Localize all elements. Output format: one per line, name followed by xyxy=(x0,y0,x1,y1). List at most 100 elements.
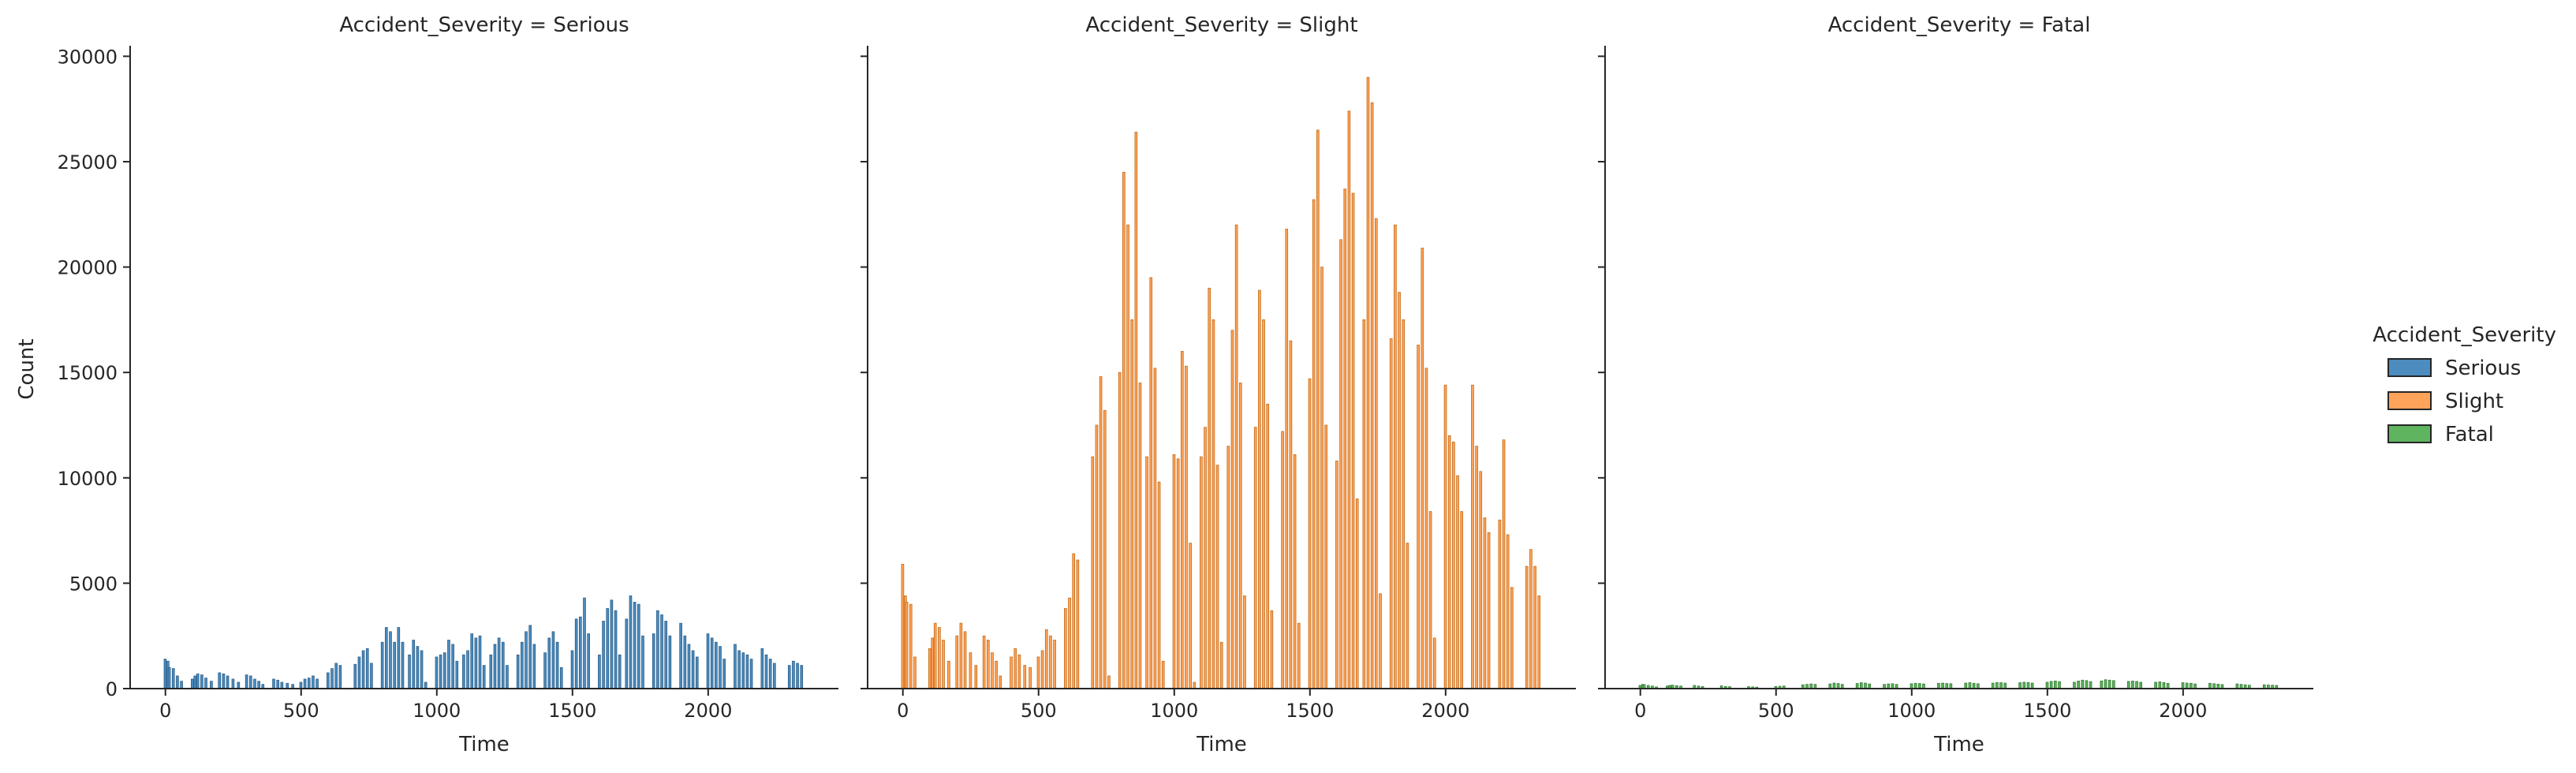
histogram-bar xyxy=(722,659,726,689)
x-axis-label: Time xyxy=(1933,733,1984,756)
histogram-bar xyxy=(1355,499,1359,689)
panel-serious: Accident_Severity = Serious Count Time 0… xyxy=(15,13,838,756)
y-tick-label: 0 xyxy=(106,678,118,700)
histogram-bar xyxy=(741,652,745,689)
histogram-bar xyxy=(687,644,691,689)
histogram-bar xyxy=(938,627,941,689)
histogram-bar xyxy=(1452,441,1455,689)
y-tick-label: 5000 xyxy=(69,573,118,595)
histogram-bar xyxy=(1937,682,1940,689)
histogram-bar xyxy=(2026,682,2030,689)
histogram-bar xyxy=(1394,224,1397,689)
histogram-bar xyxy=(1991,682,1995,689)
histogram-bar xyxy=(2085,680,2089,689)
histogram-bar xyxy=(796,663,799,689)
histogram-bar xyxy=(1374,218,1378,689)
x-tick-label: 2000 xyxy=(684,700,732,722)
histogram-bar xyxy=(493,644,497,689)
histogram-bar xyxy=(1266,403,1270,689)
histogram-bar xyxy=(913,656,917,689)
histogram-bar xyxy=(719,646,722,689)
histogram-bar xyxy=(489,654,493,689)
y-tick-label: 15000 xyxy=(58,362,118,384)
tick-labels: 0 500 1000 1500 2000 xyxy=(1598,55,2207,722)
histogram-bar xyxy=(1107,675,1111,689)
histogram-bar xyxy=(1428,511,1432,689)
x-axis-label: Time xyxy=(1196,733,1247,756)
plot-area: 0 500 1000 1500 2000050001000015000200002500… xyxy=(58,46,838,722)
histogram-bar xyxy=(2003,682,2007,689)
histogram-bar xyxy=(196,673,200,689)
histogram-bar xyxy=(901,563,905,689)
legend-swatch-fatal xyxy=(2387,424,2432,443)
histogram-bar xyxy=(1972,682,1976,689)
histogram-bar xyxy=(521,641,524,689)
histogram-bar xyxy=(501,641,505,689)
histogram-bar xyxy=(1308,378,1312,689)
histogram-bar xyxy=(1238,383,1242,689)
histogram-bar xyxy=(986,640,990,689)
histogram-bar xyxy=(1964,682,1968,689)
histogram-bar xyxy=(768,659,772,689)
histogram-bar xyxy=(928,648,931,689)
histogram-bar xyxy=(982,635,986,689)
histogram-bar xyxy=(2049,681,2053,689)
histogram-bar xyxy=(167,667,171,689)
histogram-bar xyxy=(1262,319,1265,689)
histogram-bar xyxy=(1189,543,1192,689)
histogram-bar xyxy=(570,650,574,689)
histogram-bar xyxy=(1506,534,1510,689)
histogram-bar xyxy=(955,635,959,689)
histogram-bar xyxy=(163,659,167,689)
histogram-bar xyxy=(1176,458,1180,689)
histogram-bar xyxy=(1204,427,1207,689)
histogram-bar xyxy=(2131,680,2134,689)
histogram-bar xyxy=(451,644,454,689)
legend-entry-fatal: Fatal xyxy=(2387,423,2494,446)
histogram-bar xyxy=(587,633,590,689)
histogram-bar xyxy=(2111,680,2115,689)
y-tick-label: 20000 xyxy=(58,257,118,279)
histogram-bar xyxy=(931,637,935,689)
x-tick-label: 1500 xyxy=(2023,700,2071,722)
histogram-bar xyxy=(1219,641,1223,689)
histogram-bar xyxy=(401,641,405,689)
histogram-bar xyxy=(691,650,695,689)
histogram-bar xyxy=(1023,665,1027,689)
histogram-bar xyxy=(633,602,637,689)
histogram-bar xyxy=(969,652,973,689)
histogram-bar xyxy=(1324,424,1327,689)
plot-area: 0 500 1000 1500 2000 xyxy=(1598,46,2313,722)
histogram-bar xyxy=(1432,637,1436,689)
histogram-bar xyxy=(1335,461,1338,689)
histogram-bar xyxy=(1347,110,1351,689)
histogram-bar xyxy=(442,652,446,689)
histogram-bar xyxy=(629,596,633,689)
panel-fatal: Accident_Severity = Fatal Time 0 500 1000 1… xyxy=(1598,13,2313,756)
legend-entry-serious: Serious xyxy=(2387,357,2521,380)
histogram-bar xyxy=(1049,635,1052,689)
histogram-bar xyxy=(737,650,741,689)
histogram-bar xyxy=(245,674,248,689)
histogram-bar xyxy=(1864,682,1867,689)
y-tick-label: 10000 xyxy=(58,468,118,490)
histogram-bar xyxy=(226,675,230,689)
histogram-bar xyxy=(1281,431,1284,689)
histogram-bar xyxy=(995,660,998,689)
histogram-bar xyxy=(334,663,338,689)
histogram-bar xyxy=(574,618,578,689)
histogram-bar xyxy=(280,682,284,689)
histogram-bar xyxy=(651,633,655,689)
histogram-bar xyxy=(555,641,559,689)
histogram-bar xyxy=(1040,650,1044,689)
histogram-bar xyxy=(905,602,909,689)
histogram-bar xyxy=(2107,679,2111,689)
histogram-bar xyxy=(695,656,699,689)
histogram-bar xyxy=(991,652,994,689)
histogram-bar xyxy=(2154,682,2157,689)
histogram-bar xyxy=(200,674,203,689)
histogram-bar xyxy=(1230,330,1234,689)
histogram-bar xyxy=(191,678,194,689)
histogram-bar xyxy=(749,659,753,689)
